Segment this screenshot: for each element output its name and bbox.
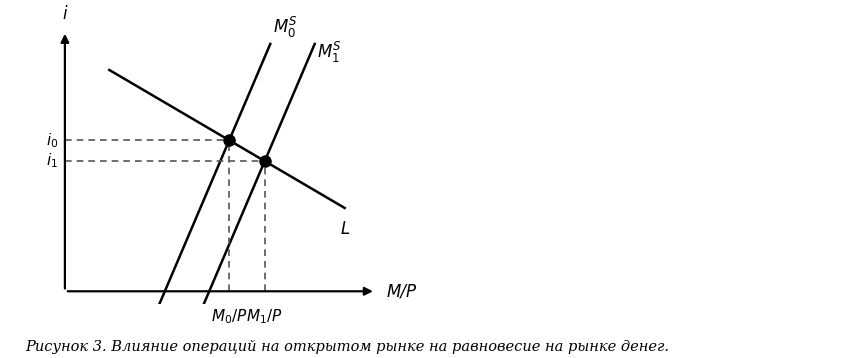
Text: $i_0$: $i_0$ <box>46 131 58 150</box>
Text: $M^S_0$: $M^S_0$ <box>272 15 297 40</box>
Text: $M_0/P$: $M_0/P$ <box>211 307 247 326</box>
Text: M/P: M/P <box>386 282 416 300</box>
Text: $M^S_1$: $M^S_1$ <box>316 40 341 65</box>
Text: L: L <box>339 220 349 238</box>
Text: Рисунок 3. Влияние операций на открытом рынке на равновесие на рынке денег.: Рисунок 3. Влияние операций на открытом … <box>26 340 669 354</box>
Text: $M_1/P$: $M_1/P$ <box>247 307 282 326</box>
Text: $i_1$: $i_1$ <box>46 152 58 170</box>
Text: i: i <box>62 5 67 23</box>
